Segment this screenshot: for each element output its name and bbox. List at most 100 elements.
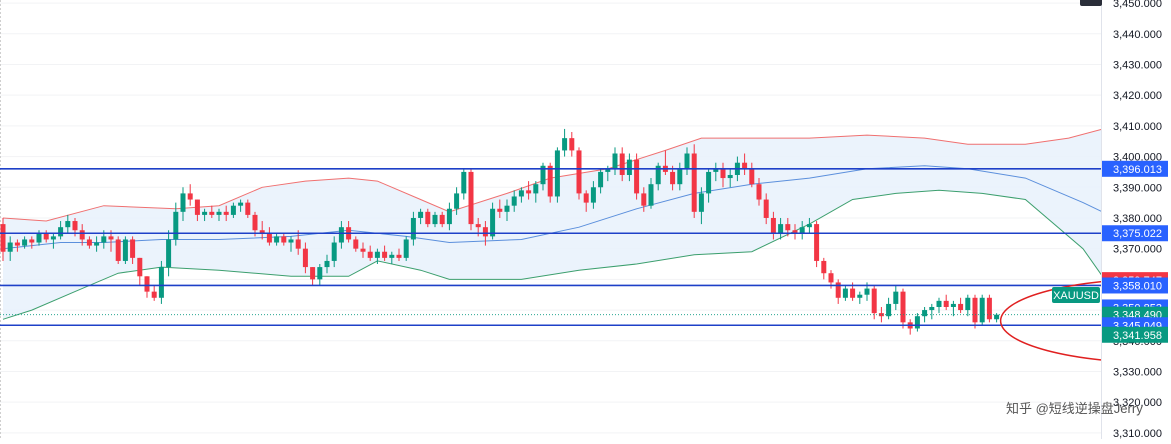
price-label: 3,396.013 (1102, 160, 1168, 177)
price-axis[interactable]: 3,310.0003,320.0003,330.0003,340.0003,35… (1101, 0, 1171, 440)
candle (511, 190, 517, 212)
candle (562, 128, 568, 157)
candle-body (194, 199, 200, 215)
candle (677, 162, 683, 191)
candle (43, 230, 49, 243)
candle (14, 239, 20, 252)
candle-body (994, 314, 1000, 320)
candle-body (943, 300, 949, 307)
candle (115, 236, 121, 265)
candle (425, 208, 431, 228)
candle-body (864, 288, 870, 295)
candle-body (497, 208, 503, 212)
candle (504, 199, 510, 222)
candle (742, 153, 748, 175)
candle (418, 208, 424, 225)
y-tick-label: 3,420.000 (1113, 90, 1162, 102)
candle (324, 254, 330, 274)
candle-body (389, 254, 395, 258)
candle-body (22, 239, 28, 246)
candle (706, 168, 712, 203)
y-tick-label: 3,380.000 (1113, 213, 1162, 225)
y-tick-label: 3,370.000 (1113, 244, 1162, 256)
candle (259, 221, 265, 240)
candle-body (43, 233, 49, 240)
candle-body (979, 297, 985, 323)
price-label-text: 3,375.022 (1113, 228, 1162, 240)
candle (526, 181, 532, 200)
candle (540, 162, 546, 191)
candle-body (720, 168, 726, 179)
candle (302, 242, 308, 274)
price-label: 3,341.958 (1102, 326, 1168, 343)
candle-body (821, 260, 827, 274)
candle-body (569, 138, 575, 151)
price-label-text: 3,396.013 (1113, 164, 1162, 176)
candle-body (72, 221, 78, 231)
candle-body (612, 153, 618, 169)
candle (958, 297, 964, 314)
candle (0, 217, 6, 261)
candle (641, 187, 647, 212)
candle (886, 297, 892, 320)
candle-body (770, 217, 776, 234)
candle-body (871, 288, 877, 314)
candle (7, 236, 13, 261)
candle (137, 257, 143, 286)
candle (454, 187, 460, 215)
candle-body (986, 297, 992, 320)
candle (396, 248, 402, 261)
candle (900, 288, 906, 329)
candle-body (742, 162, 748, 169)
candle (691, 144, 697, 218)
candle (310, 267, 316, 286)
candle (634, 153, 640, 200)
candle-body (403, 239, 409, 258)
candle-body (806, 224, 812, 228)
candle-body (108, 236, 114, 240)
candle-body (929, 306, 935, 311)
y-tick-label: 3,450.000 (1113, 0, 1162, 10)
candle-body (238, 202, 244, 206)
candle (79, 224, 85, 246)
candle (461, 168, 467, 200)
y-tick-label: 3,390.000 (1113, 182, 1162, 194)
candle-body (850, 288, 856, 298)
candle-body (454, 193, 460, 209)
candle-body (274, 236, 280, 243)
candle (223, 205, 229, 222)
price-labels: 3,396.0133,375.0223,359.7473,358.0103,35… (1102, 160, 1168, 343)
candle-body (94, 242, 100, 246)
price-label: 3,358.010 (1102, 277, 1168, 294)
symbol-label: XAUUSD (1053, 290, 1099, 302)
candle-body (36, 233, 42, 243)
candle (144, 276, 150, 298)
candle (814, 221, 820, 268)
candle (720, 162, 726, 188)
candle-body (396, 254, 402, 258)
candle-body (266, 233, 272, 243)
symbol-tag: XAUUSD (1052, 287, 1100, 303)
top-right-button[interactable] (1080, 0, 1102, 6)
band-fill (3, 122, 1171, 330)
candle (50, 233, 56, 249)
candle-body (360, 248, 366, 252)
candle-body (655, 165, 661, 185)
candle-body (101, 236, 107, 243)
candle (612, 147, 618, 175)
candle-body (828, 273, 834, 283)
candle-body (209, 211, 215, 215)
candle-body (446, 208, 452, 225)
y-tick-label: 3,440.000 (1113, 29, 1162, 41)
candle-body (468, 171, 474, 225)
candle-body (547, 165, 553, 197)
candle-body (331, 242, 337, 261)
candle (713, 162, 719, 182)
candle-body (7, 242, 13, 252)
candle (360, 242, 366, 258)
candle-body (706, 171, 712, 194)
candle-body (619, 153, 625, 175)
candle (842, 285, 848, 301)
candle (166, 230, 172, 277)
